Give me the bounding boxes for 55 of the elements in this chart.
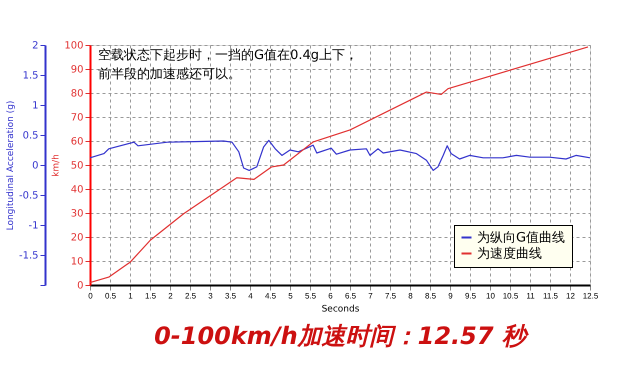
y-tick-label: 2 [32,40,38,52]
annotation: 空载状态下起步时，一挡的G值在0.4g上下， [98,48,358,63]
x-tick-label: 4 [248,292,254,300]
y2-tick-label: 50 [70,160,84,172]
x-tick-label: 5 [288,292,294,300]
legend-label: 为速度曲线 [477,246,542,262]
x-tick-label: 6 [328,292,334,300]
y2-tick-label: 30 [70,208,84,220]
y2-axis-title: km/h [51,154,62,177]
y2-tick-label: 0 [77,280,84,292]
x-tick-label: 1 [128,292,134,300]
x-tick-label: 0 [88,292,94,300]
line-series [89,46,589,284]
x-tick-label: 8.5 [424,292,437,300]
x-tick-label: 12 [566,292,576,300]
y-tick-label: -0.5 [18,190,38,202]
y2-tick-label: 70 [70,112,84,124]
y-tick-label: 0 [32,160,38,172]
y2-tick-label: 90 [70,64,84,76]
x-tick-label: 3 [208,292,214,300]
y2-tick-label: 40 [70,184,84,196]
x-axis-title: Seconds [322,304,360,314]
y-tick-label: 0.5 [22,130,38,142]
y2-tick-label: 80 [70,88,84,100]
x-tick-label: 2 [168,292,174,300]
x-tick-label: 10 [486,292,496,300]
y-tick-label: -1 [28,220,38,232]
x-tick-label: 4.5 [264,292,277,300]
y2-tick-label: 10 [70,256,84,268]
x-tick-label: 9.5 [464,292,477,300]
x-tick-label: 5.5 [304,292,317,300]
text: 0-100km/h加速时间：12.57 秒 [154,322,529,350]
legend-label: 为纵向G值曲线 [477,230,566,246]
x-tick-label: 3.5 [224,292,237,300]
x-tick-label: 8 [408,292,414,300]
x-tick-label: 11.5 [543,292,559,300]
y-tick-label: -1.5 [18,250,38,262]
x-tick-label: 10.5 [502,292,519,300]
y-tick-label: 1 [32,100,38,112]
x-tick-label: 7 [368,292,374,300]
x-tick-label: 12.5 [582,292,599,300]
x-tick-label: 11 [526,292,536,300]
y-axis-title: Longitudinal Acceleration (g) [6,100,16,230]
x-tick-label: 7.5 [384,292,397,300]
x-tick-label: 1.5 [144,292,157,300]
y2-tick-label: 20 [70,232,84,244]
annotation: 前半段的加速感还可以。 [98,67,241,82]
y2-tick-label: 100 [64,40,84,52]
x-tick-label: 9 [448,292,454,300]
x-tick-label: 0.5 [104,292,117,300]
line-series [89,140,591,171]
x-tick-label: 6.5 [344,292,357,300]
x-tick-label: 2.5 [184,292,197,300]
y2-tick-label: 60 [70,136,84,148]
y-tick-label: 1.5 [22,70,38,82]
